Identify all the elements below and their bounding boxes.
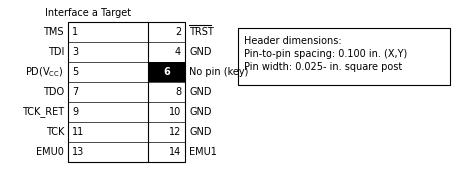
Text: 14: 14	[169, 147, 181, 157]
Bar	[68, 22, 185, 162]
Text: EMU1: EMU1	[189, 147, 217, 157]
Text: TRST: TRST	[189, 27, 214, 37]
Text: Pin width: 0.025- in. square post: Pin width: 0.025- in. square post	[244, 62, 402, 72]
Bar	[148, 62, 185, 82]
Text: EMU0: EMU0	[36, 147, 64, 157]
Text: 2: 2	[175, 27, 181, 37]
Text: GND: GND	[189, 127, 212, 137]
Text: GND: GND	[189, 107, 212, 117]
Text: TMS: TMS	[43, 27, 64, 37]
Text: TCK: TCK	[46, 127, 64, 137]
Text: 5: 5	[72, 67, 78, 77]
Text: TDO: TDO	[43, 87, 64, 97]
Text: 4: 4	[175, 47, 181, 57]
Text: GND: GND	[189, 87, 212, 97]
Text: 1: 1	[72, 27, 78, 37]
Text: TCK_RET: TCK_RET	[22, 107, 64, 117]
Text: Pin-to-pin spacing: 0.100 in. (X,Y): Pin-to-pin spacing: 0.100 in. (X,Y)	[244, 49, 407, 59]
Text: Header dimensions:: Header dimensions:	[244, 36, 342, 46]
Text: 13: 13	[72, 147, 84, 157]
Bar	[238, 28, 450, 85]
Text: 6: 6	[163, 67, 170, 77]
Text: 12: 12	[169, 127, 181, 137]
Text: 9: 9	[72, 107, 78, 117]
Text: 7: 7	[72, 87, 78, 97]
Text: No pin (key): No pin (key)	[189, 67, 248, 77]
Text: Interface a Target: Interface a Target	[45, 8, 131, 18]
Text: 10: 10	[169, 107, 181, 117]
Text: GND: GND	[189, 47, 212, 57]
Text: 11: 11	[72, 127, 84, 137]
Text: TDI: TDI	[48, 47, 64, 57]
Text: 8: 8	[175, 87, 181, 97]
Text: 3: 3	[72, 47, 78, 57]
Text: PD(V$_{\rm CC}$): PD(V$_{\rm CC}$)	[25, 65, 64, 79]
